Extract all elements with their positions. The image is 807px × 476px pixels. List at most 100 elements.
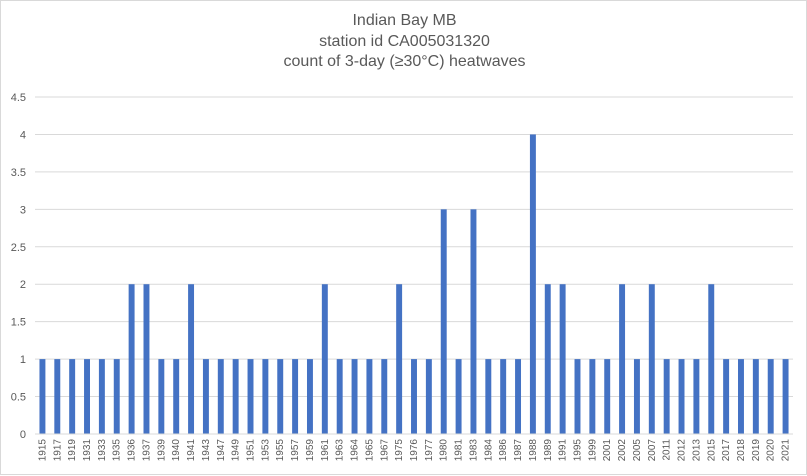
- y-tick-label: 4.5: [11, 92, 26, 104]
- chart-title-line-3: count of 3-day (≥30°C) heatwaves: [283, 53, 526, 70]
- bar: [98, 359, 105, 434]
- bar: [247, 359, 254, 434]
- bar: [455, 359, 462, 434]
- x-tick-label: 1935: [112, 439, 123, 462]
- bar: [693, 359, 700, 434]
- x-tick-label: 1951: [246, 439, 257, 462]
- x-tick-label: 1941: [186, 439, 197, 462]
- x-tick-label: 1947: [216, 439, 227, 462]
- x-tick-label: 1957: [290, 439, 301, 462]
- x-tick-label: 2013: [691, 439, 702, 462]
- x-tick-label: 2020: [766, 439, 777, 462]
- bar: [782, 359, 789, 434]
- x-tick-label: 2012: [677, 439, 688, 462]
- bar: [39, 359, 46, 434]
- x-tick-label: 1995: [572, 439, 583, 462]
- x-tick-label: 1955: [275, 439, 286, 462]
- bar: [128, 284, 135, 434]
- x-tick-label: 1991: [558, 439, 569, 462]
- x-tick-label: 1963: [335, 439, 346, 462]
- y-tick-label: 2: [20, 279, 26, 291]
- y-tick-label: 1.5: [11, 317, 26, 329]
- x-tick-label: 1986: [498, 439, 509, 462]
- chart-title-line-1: Indian Bay MB: [352, 12, 457, 29]
- bar: [515, 359, 522, 434]
- x-tick-label: 2001: [602, 439, 613, 462]
- x-tick-label: 1949: [231, 439, 242, 462]
- y-tick-label: 4: [20, 129, 26, 141]
- x-tick-label: 1988: [528, 439, 539, 462]
- bar: [440, 209, 447, 434]
- x-tick-label: 2007: [647, 439, 658, 462]
- x-tick-label: 1953: [260, 439, 271, 462]
- bar: [752, 359, 759, 434]
- x-tick-label: 1975: [394, 439, 405, 462]
- x-tick-label: 2019: [751, 439, 762, 462]
- y-tick-label: 3.5: [11, 167, 26, 179]
- bar: [485, 359, 492, 434]
- bar: [381, 359, 388, 434]
- bar: [544, 284, 551, 434]
- bar: [396, 284, 403, 434]
- x-tick-label: 2018: [736, 439, 747, 462]
- x-tick-label: 1977: [424, 439, 435, 462]
- bar: [173, 359, 180, 434]
- x-tick-label: 2005: [632, 439, 643, 462]
- bar: [500, 359, 507, 434]
- bar: [648, 284, 655, 434]
- x-tick-label: 1917: [52, 439, 63, 462]
- x-tick-label: 1931: [82, 439, 93, 462]
- x-tick-label: 1987: [513, 439, 524, 462]
- x-tick-label: 1940: [171, 439, 182, 462]
- bar: [54, 359, 61, 434]
- bar: [217, 359, 224, 434]
- bar: [366, 359, 373, 434]
- x-tick-label: 1981: [454, 439, 465, 462]
- bar: [559, 284, 566, 434]
- x-tick-label: 1936: [127, 439, 138, 462]
- bar: [69, 359, 76, 434]
- bar: [84, 359, 90, 434]
- bar: [113, 359, 120, 434]
- bar: [604, 359, 611, 434]
- x-tick-label: 1967: [379, 439, 390, 462]
- bar: [633, 359, 640, 434]
- x-tick-label: 1937: [141, 439, 152, 462]
- x-tick-label: 2021: [781, 439, 792, 462]
- bar: [336, 359, 343, 434]
- chart-title: Indian Bay MB station id CA005031320 cou…: [1, 11, 807, 73]
- y-tick-label: 2.5: [11, 242, 26, 254]
- bar: [663, 359, 670, 434]
- bar: [589, 359, 596, 434]
- x-tick-label: 1980: [439, 439, 450, 462]
- x-tick-label: 1919: [67, 439, 78, 462]
- y-tick-label: 0.5: [11, 392, 26, 404]
- x-tick-label: 1984: [483, 439, 494, 462]
- x-tick-label: 1964: [350, 439, 361, 462]
- bar: [529, 134, 536, 434]
- bar: [351, 359, 358, 434]
- bar: [232, 359, 239, 434]
- bar: [262, 359, 269, 434]
- x-tick-label: 1943: [201, 439, 212, 462]
- bar: [574, 359, 581, 434]
- x-tick-label: 2017: [721, 439, 732, 462]
- bar: [188, 284, 195, 434]
- x-tick-label: 1999: [587, 439, 598, 462]
- x-tick-label: 1933: [97, 439, 108, 462]
- x-tick-label: 1983: [468, 439, 479, 462]
- bar: [158, 359, 165, 434]
- x-tick-label: 1915: [37, 439, 48, 462]
- x-tick-label: 1989: [543, 439, 554, 462]
- bar: [143, 284, 150, 434]
- bar: [678, 359, 685, 434]
- y-tick-label: 0: [20, 429, 26, 441]
- bar: [306, 359, 313, 434]
- x-tick-label: 1939: [156, 439, 167, 462]
- bar: [411, 359, 417, 434]
- y-tick-label: 1: [20, 354, 26, 366]
- bar: [738, 359, 744, 434]
- x-tick-label: 1961: [320, 439, 331, 462]
